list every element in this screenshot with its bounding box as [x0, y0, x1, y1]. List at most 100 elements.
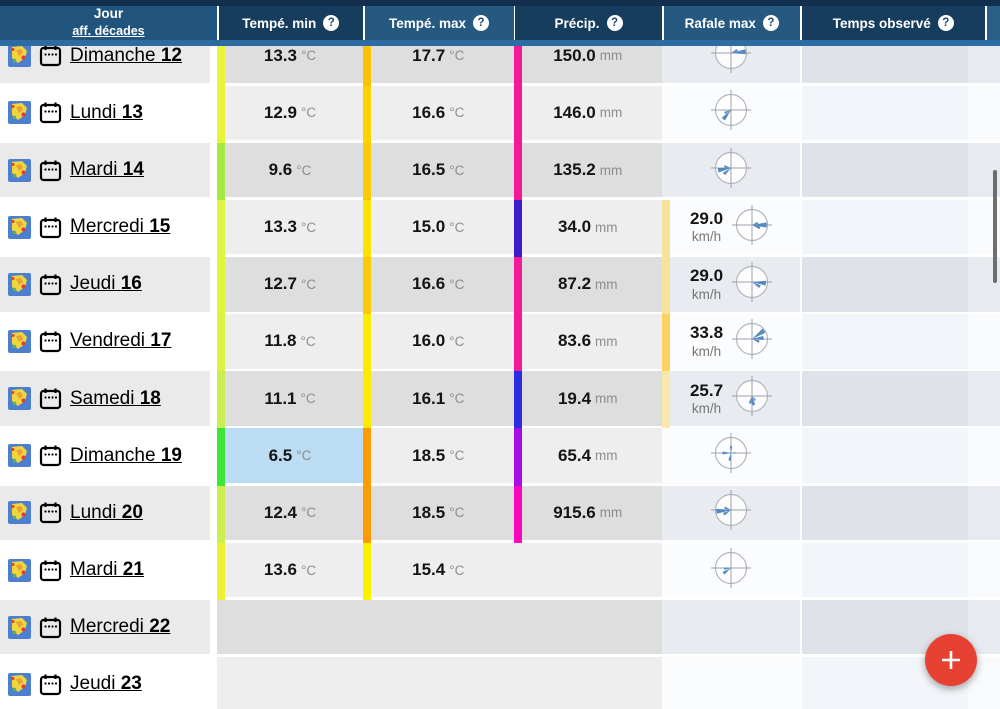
day-link[interactable]: Dimanche 12 — [70, 44, 182, 66]
temp-unit: °C — [300, 48, 317, 64]
gust-cell: 33.8 km/h — [662, 314, 800, 372]
calendar-icon[interactable] — [39, 159, 62, 182]
temp-unit: °C — [449, 448, 465, 464]
calendar-icon[interactable] — [39, 330, 62, 353]
day-link[interactable]: Dimanche 19 — [70, 444, 182, 466]
map-icon[interactable] — [8, 158, 31, 182]
help-icon[interactable]: ? — [937, 15, 954, 31]
temp-max-scale-bar — [363, 542, 372, 600]
map-icon[interactable] — [8, 387, 31, 411]
column-header-tempe-max: Tempé. max ? — [364, 6, 514, 40]
gust-cell: 25.7 km/h — [662, 371, 800, 429]
calendar-icon[interactable] — [39, 216, 62, 239]
temp-min-scale-bar — [217, 314, 226, 372]
temp-min-cell: 12.4 °C — [217, 485, 363, 543]
precip-cell — [513, 599, 662, 655]
map-icon[interactable] — [8, 444, 31, 468]
day-link[interactable]: Vendredi 17 — [70, 330, 172, 352]
header-cells: Jour aff. décades Tempé. min ? Tempé. ma… — [0, 6, 1000, 40]
clipped-next-cell — [968, 542, 1000, 598]
temps-observe-label: Temps observé — [832, 15, 931, 31]
temp-unit: °C — [449, 219, 465, 235]
temp-max-cell: 15.0 °C — [363, 199, 514, 258]
day-link[interactable]: Mercredi 15 — [70, 216, 171, 238]
gust-cell — [662, 142, 800, 198]
map-icon[interactable] — [8, 501, 31, 525]
calendar-icon[interactable] — [39, 44, 62, 67]
wind-rose-icon — [732, 261, 773, 307]
temp-min-cell: 9.6 °C — [217, 142, 363, 200]
day-link[interactable]: Lundi 13 — [70, 101, 143, 123]
column-header-next-clipped — [986, 6, 1000, 40]
calendar-icon[interactable] — [39, 101, 62, 124]
wind-rose-icon — [732, 204, 773, 250]
day-link[interactable]: Mardi 21 — [70, 559, 144, 581]
column-header-rafale-max: Rafale max ? — [663, 6, 800, 40]
precip-unit: mm — [595, 219, 618, 235]
day-link[interactable]: Mercredi 22 — [70, 616, 171, 638]
add-button[interactable] — [925, 634, 977, 686]
precip-scale-bar — [513, 28, 522, 86]
temp-min-value: 11.8 — [264, 331, 297, 351]
calendar-icon[interactable] — [39, 559, 62, 582]
gust-value: 29.0 — [689, 209, 724, 229]
calendar-icon[interactable] — [39, 673, 62, 696]
map-icon[interactable] — [8, 272, 31, 296]
map-icon[interactable] — [8, 615, 31, 639]
calendar-icon[interactable] — [39, 444, 62, 467]
precip-unit: mm — [595, 391, 618, 407]
calendar-icon[interactable] — [39, 616, 62, 639]
observed-weather-cell — [802, 257, 968, 312]
precip-value: 135.2 — [553, 160, 596, 180]
map-icon[interactable] — [8, 44, 31, 68]
calendar-icon[interactable] — [39, 273, 62, 296]
map-icon[interactable] — [8, 672, 31, 696]
precip-cell — [513, 657, 662, 709]
gust-unit: km/h — [691, 343, 722, 359]
table-row: Mercredi 22 — [0, 599, 1000, 657]
calendar-icon[interactable] — [39, 387, 62, 410]
day-link[interactable]: Lundi 20 — [70, 501, 143, 523]
help-icon[interactable]: ? — [762, 15, 779, 31]
temp-min-scale-bar — [217, 542, 226, 600]
help-icon[interactable]: ? — [606, 15, 623, 31]
temp-unit: °C — [449, 276, 465, 292]
wind-rose-icon — [732, 376, 773, 421]
tempe-max-label: Tempé. max — [388, 15, 467, 31]
map-icon[interactable] — [8, 215, 31, 239]
temp-min-cell: 11.1 °C — [217, 371, 363, 429]
day-link[interactable]: Jeudi 23 — [70, 673, 142, 695]
day-cell: Mercredi 15 — [0, 199, 210, 255]
temp-unit: °C — [449, 162, 465, 178]
clipped-next-cell — [968, 428, 1000, 483]
precip-unit: mm — [599, 505, 623, 521]
temp-max-value: 16.5 — [412, 160, 446, 180]
tempe-min-label: Tempé. min — [242, 15, 317, 31]
gust-cell: 29.0 km/h — [662, 257, 800, 315]
day-cell: Mardi 14 — [0, 142, 210, 198]
day-link[interactable]: Mardi 14 — [70, 159, 144, 181]
temp-max-scale-bar — [363, 485, 372, 543]
aff-decades-link[interactable]: aff. décades — [72, 24, 145, 39]
day-link[interactable]: Jeudi 16 — [70, 273, 142, 295]
map-icon[interactable] — [8, 558, 31, 582]
temp-max-value: 18.5 — [412, 445, 446, 465]
precip-value: 87.2 — [557, 274, 592, 294]
gust-cell — [662, 485, 800, 541]
map-icon[interactable] — [8, 329, 31, 353]
precip-scale-bar — [513, 485, 522, 543]
help-icon[interactable]: ? — [473, 15, 490, 31]
calendar-icon[interactable] — [39, 501, 62, 524]
help-icon[interactable]: ? — [323, 15, 340, 31]
precip-scale-bar — [513, 257, 522, 315]
map-icon[interactable] — [8, 101, 31, 125]
wind-rose-icon — [732, 318, 773, 364]
precip-scale-bar — [513, 428, 522, 486]
day-link[interactable]: Samedi 18 — [70, 387, 161, 409]
temp-unit: °C — [449, 333, 465, 349]
wind-rose-icon — [711, 490, 751, 535]
vertical-scrollbar-thumb[interactable] — [992, 170, 997, 283]
precip-cell: 34.0 mm — [513, 199, 662, 258]
temp-unit: °C — [296, 448, 312, 464]
